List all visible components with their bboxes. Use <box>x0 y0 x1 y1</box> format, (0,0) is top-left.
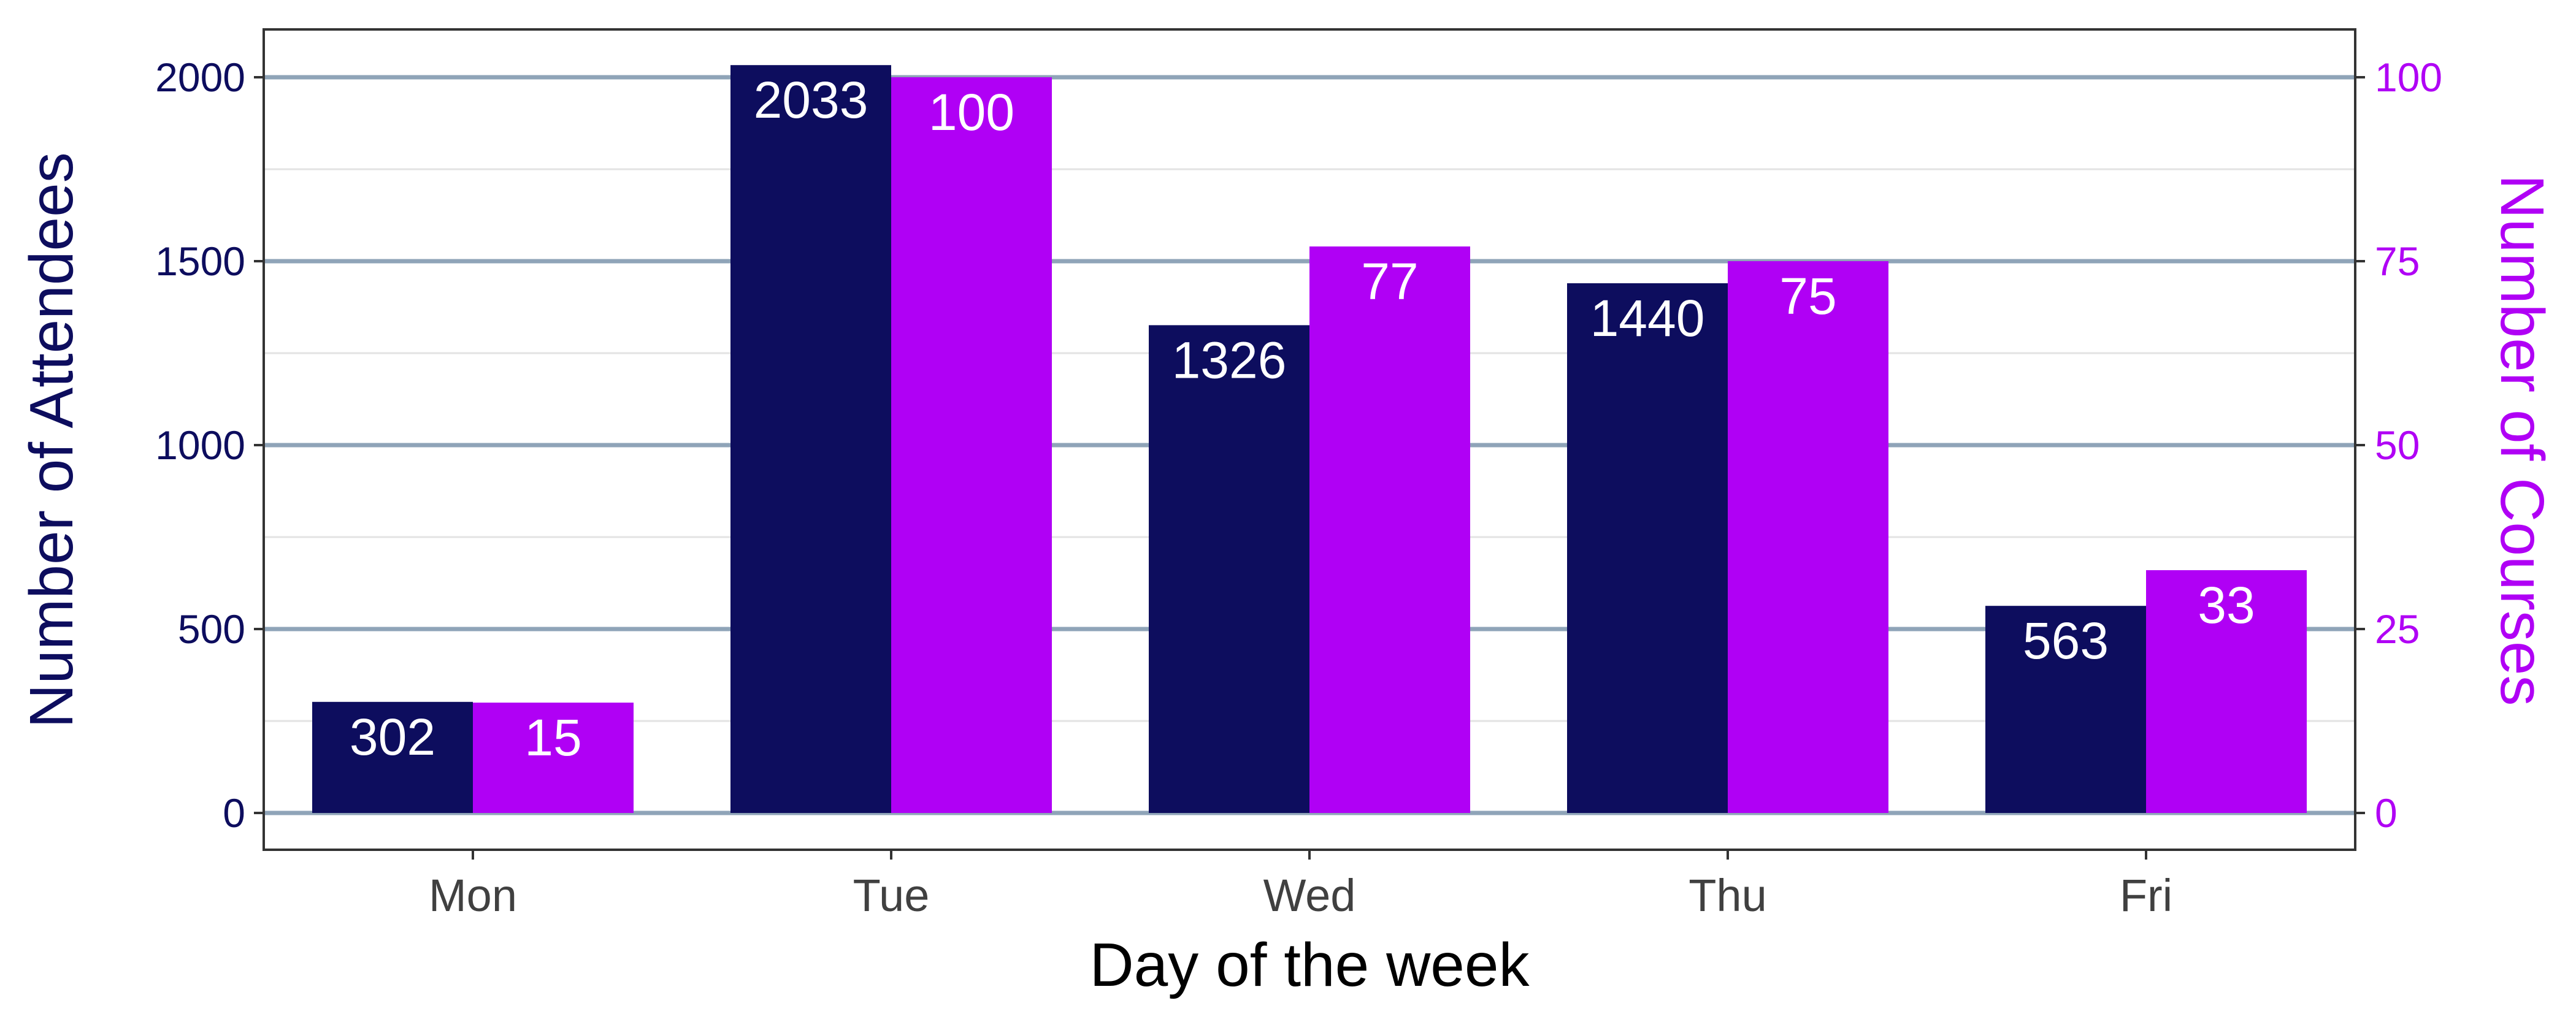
value-label-attendees-tue: 2033 <box>754 71 868 129</box>
bar-value-labels: 302 2033 1326 1440 563 15 100 77 75 33 <box>350 71 2255 766</box>
left-axis-title: Number of Attendees <box>17 152 86 728</box>
right-tick-label: 100 <box>2375 55 2442 100</box>
value-label-courses-wed: 77 <box>1361 253 1418 310</box>
bar-courses-tue <box>891 77 1052 813</box>
right-tick-label: 25 <box>2375 606 2420 652</box>
value-label-attendees-thu: 1440 <box>1590 289 1705 347</box>
value-label-courses-tue: 100 <box>929 83 1014 141</box>
right-tick-label: 50 <box>2375 422 2420 468</box>
x-tick-label-wed: Wed <box>1263 870 1356 921</box>
right-axis-title: Number of Courses <box>2488 175 2556 706</box>
left-y-axis: 0 500 1000 1500 2000 <box>155 55 264 836</box>
bar-courses-wed <box>1309 246 1470 813</box>
right-tick-label: 0 <box>2375 790 2398 836</box>
left-tick-label: 1000 <box>155 422 245 468</box>
bar-courses-fri <box>2146 570 2307 813</box>
right-tick-label: 75 <box>2375 238 2420 284</box>
bars <box>312 65 2307 814</box>
value-label-courses-fri: 33 <box>2198 576 2255 634</box>
value-label-courses-thu: 75 <box>1779 267 1836 325</box>
x-axis: Mon Tue Wed Thu Fri <box>429 850 2172 921</box>
value-label-attendees-fri: 563 <box>2023 612 2109 670</box>
bar-attendees-mon <box>312 701 473 813</box>
bar-attendees-tue <box>730 65 891 814</box>
bar-attendees-thu <box>1567 283 1728 813</box>
right-y-axis: 0 25 50 75 100 <box>2355 55 2442 836</box>
value-label-attendees-wed: 1326 <box>1172 331 1287 389</box>
value-label-attendees-mon: 302 <box>350 708 435 766</box>
left-tick-label: 1500 <box>155 238 245 284</box>
bar-courses-mon <box>473 703 634 813</box>
x-tick-label-fri: Fri <box>2120 870 2172 921</box>
x-tick-label-tue: Tue <box>853 870 930 921</box>
x-tick-label-thu: Thu <box>1689 870 1767 921</box>
left-tick-label: 500 <box>178 606 245 652</box>
left-tick-label: 0 <box>223 790 245 836</box>
left-tick-label: 2000 <box>155 55 245 100</box>
x-axis-title: Day of the week <box>1089 931 1530 999</box>
bar-courses-thu <box>1728 261 1888 813</box>
bar-attendees-wed <box>1149 325 1309 813</box>
value-label-courses-mon: 15 <box>524 709 581 766</box>
x-tick-label-mon: Mon <box>429 870 517 921</box>
bar-attendees-fri <box>1985 606 2146 813</box>
